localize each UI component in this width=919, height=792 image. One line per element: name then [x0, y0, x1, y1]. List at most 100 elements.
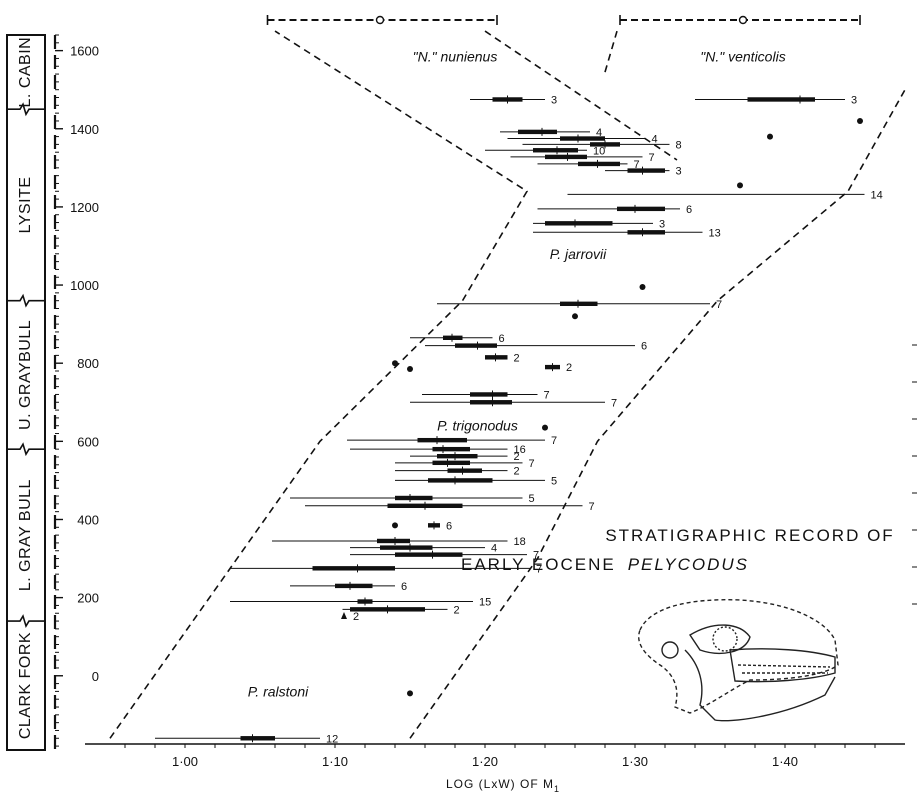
sample-size-label: 6	[499, 333, 505, 345]
x-axis-label-text: LOG (LxW) OF M	[446, 777, 554, 791]
chart-title-italic: PELYCODUS	[628, 555, 749, 574]
sample-size-label: 5	[551, 475, 557, 487]
sample-size-label: 7	[611, 397, 617, 409]
x-tick-label: 1·10	[322, 754, 348, 769]
zone-label: CLARK FORK	[17, 632, 34, 739]
sample-confidence-bar	[377, 538, 410, 544]
single-specimens	[392, 117, 863, 697]
chart-axes: 0 200 400 600 800 1000 1200 1400 1600 1·00 1·10 1·2…	[53, 34, 917, 792]
sample-size-label: 7	[544, 389, 550, 401]
x-axis-label-subscript: 1	[554, 784, 560, 792]
sample-size-label: 6	[446, 520, 452, 532]
sample-size-label: 2	[353, 611, 359, 623]
chart-title-line-2-text: EARLY EOCENE	[461, 555, 616, 574]
skull-illustration	[638, 599, 839, 722]
sample-size-label: 6	[686, 204, 692, 216]
x-tick-label: 1·30	[622, 754, 648, 769]
stratigraphic-zone-column: L. CABIN LYSITE U. GRAYBULL L. GRAY BULL CLA…	[6, 34, 46, 751]
sample-size-label: 3	[551, 94, 557, 106]
sample-size-label: 4	[596, 127, 602, 139]
y-tick-label: 1200	[70, 200, 99, 215]
chart-title: STRATIGRAPHIC RECORD OF EARLY EOCENE PELY…	[461, 526, 894, 574]
x-tick-label: 1·40	[772, 754, 798, 769]
x-tick-label: 1·20	[472, 754, 498, 769]
lineage-boundary	[604, 30, 618, 73]
sample-confidence-bar	[443, 335, 463, 341]
y-tick-label: 400	[77, 512, 99, 527]
species-label: "N." nunienus	[413, 48, 498, 64]
single-specimen-point	[407, 690, 413, 697]
sample-confidence-bar	[627, 168, 665, 173]
y-tick-label: 200	[77, 591, 99, 606]
sample-size-label: 7	[649, 152, 655, 164]
sample-confidence-bar	[447, 468, 482, 473]
lineage-boundary	[109, 30, 529, 739]
sample-size-label: 7	[551, 435, 557, 447]
single-specimen-point	[572, 313, 578, 320]
zone-boundary	[7, 102, 45, 117]
sample-size-label: 13	[709, 227, 721, 239]
sample-confidence-bar	[545, 221, 613, 226]
single-specimen-point	[542, 424, 548, 431]
single-specimen-point	[767, 133, 773, 140]
sample-confidence-bar	[395, 495, 433, 501]
sample-size-label: 3	[676, 166, 682, 178]
y-tick-label: 1000	[70, 278, 99, 293]
sample-mean-marker	[341, 611, 347, 619]
sample-confidence-bar	[432, 446, 470, 452]
single-specimen-point	[737, 182, 743, 189]
range-mean-marker	[375, 15, 385, 25]
sample-confidence-bar	[485, 355, 508, 360]
sample-confidence-bar	[417, 437, 467, 443]
sample-confidence-bar	[518, 129, 557, 135]
sample-confidence-bar	[533, 148, 578, 153]
sample-size-label: 7	[533, 550, 539, 562]
single-specimen-point	[407, 366, 413, 373]
sample-confidence-bar	[617, 206, 665, 212]
species-label: P. ralstoni	[248, 683, 309, 699]
zone-column-frame	[6, 34, 46, 751]
sample-confidence-bar	[432, 460, 470, 466]
zone-label: L. GRAY BULL	[17, 479, 34, 591]
sample-size-label: 4	[652, 134, 658, 146]
x-axis-label: LOG (LxW) OF M1	[446, 777, 560, 792]
sample-size-label: 2	[514, 352, 520, 364]
sample-size-label: 5	[529, 493, 535, 505]
zone-label: L. CABIN	[17, 37, 34, 108]
zone-boundary	[7, 614, 45, 629]
chart-title-line-1: STRATIGRAPHIC RECORD OF	[605, 526, 894, 545]
single-specimen-point	[392, 360, 398, 367]
species-label: "N." venticolis	[700, 48, 785, 64]
single-specimen-point	[639, 284, 646, 291]
single-specimen-point	[392, 522, 398, 529]
zone-boundary	[7, 293, 45, 308]
sample-size-label: 3	[659, 218, 665, 230]
range-mean-marker	[738, 15, 748, 25]
sample-confidence-bar	[240, 736, 275, 741]
sample-size-label: 8	[676, 139, 682, 151]
single-specimen-point	[857, 117, 863, 124]
sample-size-label: 6	[641, 341, 647, 353]
sample-size-label: 15	[479, 597, 491, 609]
sample-size-label: 3	[851, 94, 857, 106]
sample-confidence-bar	[747, 97, 815, 102]
sample-size-label: 10	[593, 145, 605, 157]
lineage-boundary	[409, 89, 906, 739]
y-tick-label: 800	[77, 356, 99, 371]
x-tick-label: 1·00	[172, 754, 198, 769]
sample-size-label: 18	[514, 536, 526, 548]
sample-size-label: 7	[589, 501, 595, 513]
sample-confidence-bar	[578, 161, 620, 167]
sample-confidence-bar	[380, 545, 433, 550]
sample-size-label: 7	[634, 159, 640, 171]
sample-confidence-bar	[470, 392, 508, 397]
sample-ranges: 3 344 810773146313766227771627255761847761…	[155, 94, 883, 745]
sample-confidence-bar	[560, 136, 605, 141]
sample-size-label: 7	[536, 563, 542, 575]
sample-confidence-bar	[312, 566, 395, 571]
sample-confidence-bar	[335, 583, 373, 589]
sample-size-label: 7	[529, 458, 535, 470]
chart-title-line-2: EARLY EOCENE PELYCODUS	[461, 555, 749, 574]
zone-label: U. GRAYBULL	[17, 320, 34, 430]
